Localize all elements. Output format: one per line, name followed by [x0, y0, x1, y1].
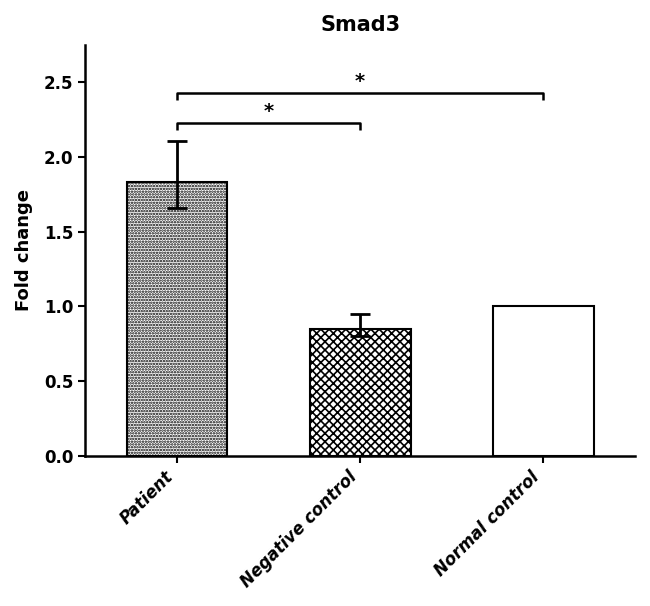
Text: *: *	[355, 72, 365, 92]
Title: Smad3: Smad3	[320, 15, 400, 35]
Bar	[127, 182, 228, 456]
Text: *: *	[263, 102, 274, 121]
Bar	[310, 329, 411, 456]
Bar	[493, 307, 594, 456]
Y-axis label: Fold change: Fold change	[15, 190, 33, 311]
